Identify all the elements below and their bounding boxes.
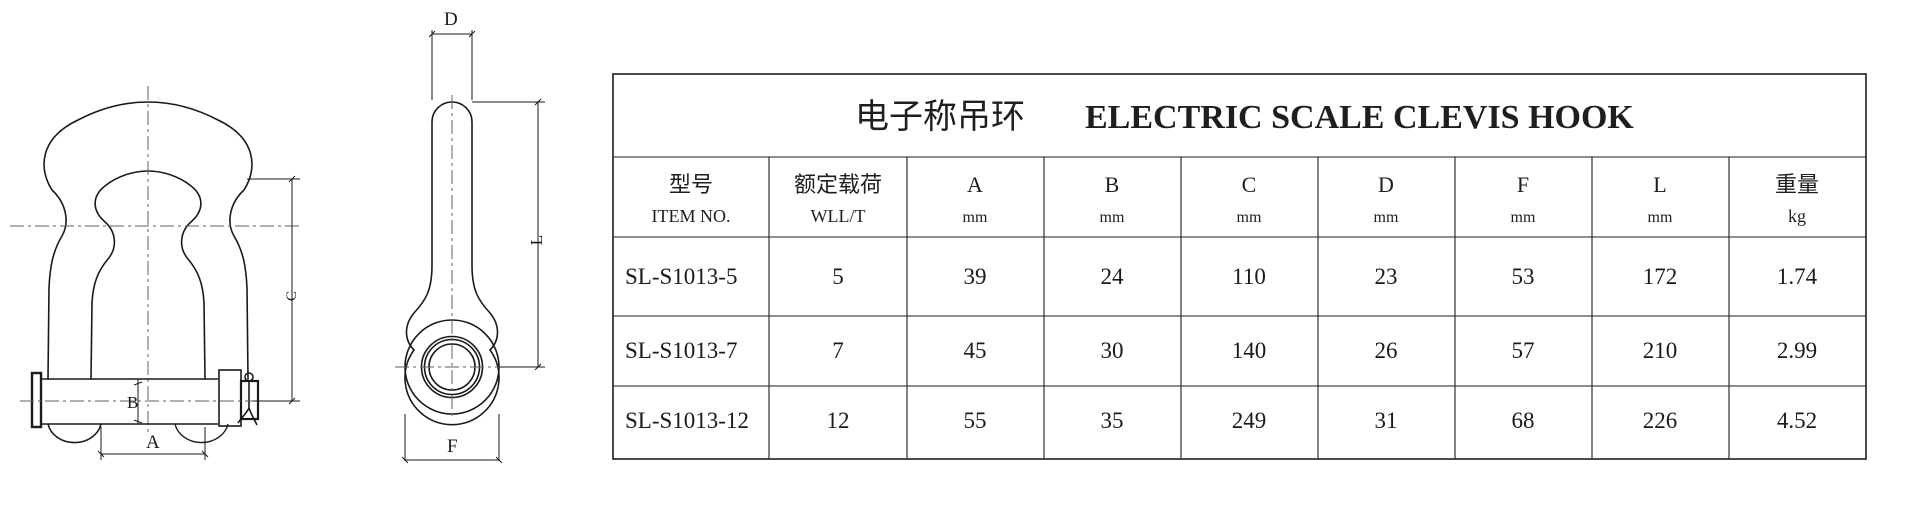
svg-text:ITEM NO.: ITEM NO.	[652, 206, 731, 226]
svg-text:D: D	[444, 9, 458, 30]
svg-text:C: C	[284, 291, 300, 301]
svg-text:B: B	[1105, 172, 1120, 197]
svg-text:ELECTRIC SCALE CLEVIS HOOK: ELECTRIC SCALE CLEVIS HOOK	[1085, 99, 1634, 136]
svg-text:L: L	[527, 235, 546, 245]
svg-text:D: D	[1378, 172, 1394, 197]
svg-text:68: 68	[1512, 408, 1535, 433]
svg-text:mm: mm	[963, 209, 988, 226]
svg-text:4.52: 4.52	[1777, 408, 1817, 433]
svg-text:重量: 重量	[1775, 172, 1819, 197]
svg-text:2.99: 2.99	[1777, 338, 1817, 363]
svg-text:型号: 型号	[669, 172, 713, 197]
svg-text:226: 226	[1643, 408, 1678, 433]
svg-text:55: 55	[964, 408, 987, 433]
svg-text:mm: mm	[1511, 209, 1536, 226]
svg-text:mm: mm	[1100, 209, 1125, 226]
svg-text:电子称吊环: 电子称吊环	[855, 98, 1025, 136]
svg-text:23: 23	[1375, 264, 1398, 289]
svg-text:B: B	[127, 393, 138, 412]
svg-text:F: F	[447, 436, 458, 457]
svg-text:35: 35	[1101, 408, 1124, 433]
svg-text:45: 45	[964, 338, 987, 363]
svg-text:mm: mm	[1648, 209, 1673, 226]
svg-text:24: 24	[1101, 264, 1125, 289]
svg-text:SL-S1013-7: SL-S1013-7	[625, 338, 737, 363]
svg-text:A: A	[146, 432, 160, 453]
svg-text:F: F	[1517, 172, 1529, 197]
svg-text:30: 30	[1101, 338, 1124, 363]
svg-text:53: 53	[1512, 264, 1535, 289]
svg-text:39: 39	[964, 264, 987, 289]
svg-text:31: 31	[1375, 408, 1398, 433]
svg-text:210: 210	[1643, 338, 1678, 363]
svg-text:C: C	[1242, 172, 1257, 197]
svg-text:mm: mm	[1374, 209, 1399, 226]
svg-text:172: 172	[1643, 264, 1678, 289]
svg-text:26: 26	[1375, 338, 1398, 363]
svg-text:kg: kg	[1788, 206, 1806, 226]
svg-text:L: L	[1653, 172, 1666, 197]
svg-text:12: 12	[827, 408, 850, 433]
svg-text:57: 57	[1512, 338, 1535, 363]
svg-text:249: 249	[1232, 408, 1267, 433]
svg-text:5: 5	[832, 264, 844, 289]
svg-text:A: A	[967, 172, 983, 197]
svg-text:额定载荷: 额定载荷	[794, 172, 882, 197]
svg-text:7: 7	[832, 338, 844, 363]
svg-text:110: 110	[1232, 264, 1266, 289]
svg-text:WLL/T: WLL/T	[811, 206, 866, 226]
svg-text:SL-S1013-5: SL-S1013-5	[625, 264, 737, 289]
svg-text:mm: mm	[1237, 209, 1262, 226]
svg-text:1.74: 1.74	[1777, 264, 1818, 289]
svg-text:SL-S1013-12: SL-S1013-12	[625, 408, 749, 433]
svg-text:140: 140	[1232, 338, 1267, 363]
